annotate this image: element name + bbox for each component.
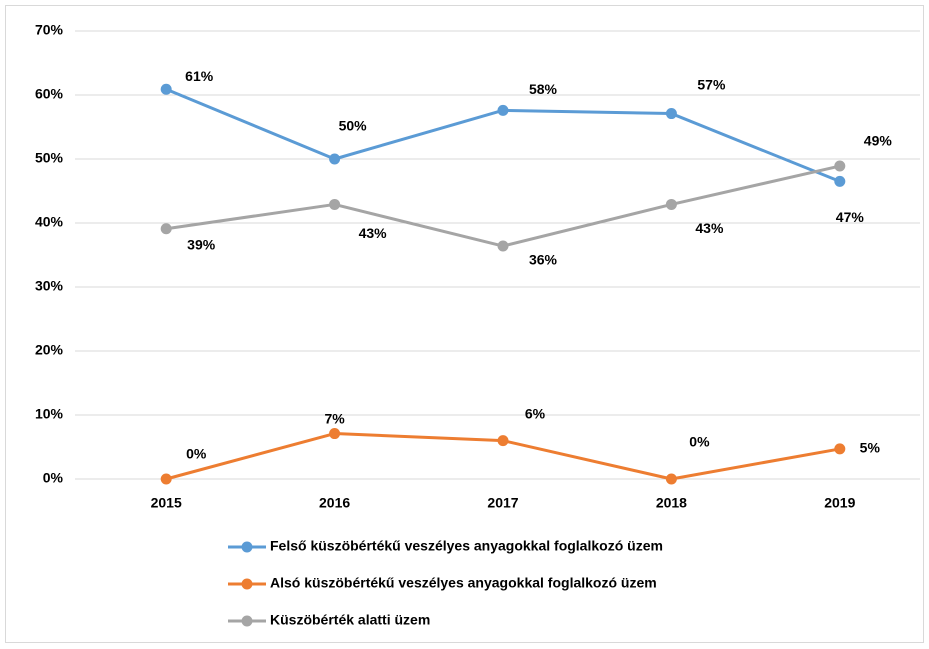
point [329, 198, 341, 210]
y-tick-label: 20% [35, 342, 64, 358]
point [329, 428, 341, 440]
point [497, 104, 509, 116]
point [497, 435, 509, 447]
point [160, 83, 172, 95]
point [665, 198, 677, 210]
point [160, 223, 172, 235]
y-tick-label: 60% [35, 86, 64, 102]
legend-label: Felső küszöbértékű veszélyes anyagokkal … [270, 538, 663, 554]
legend-marker [241, 578, 253, 590]
legend-label: Alsó küszöbértékű veszélyes anyagokkal f… [270, 575, 657, 591]
point [834, 443, 846, 455]
data-label: 57% [697, 76, 726, 92]
point [834, 175, 846, 187]
data-label: 61% [185, 68, 214, 84]
y-tick-label: 10% [35, 406, 64, 422]
data-label: 5% [860, 440, 881, 456]
point [665, 108, 677, 120]
y-tick-label: 70% [35, 22, 64, 38]
data-label: 58% [529, 81, 558, 97]
x-tick-label: 2019 [824, 495, 855, 511]
data-label: 6% [525, 405, 546, 421]
y-tick-label: 0% [43, 470, 64, 486]
legend-label: Küszöbérték alatti üzem [270, 612, 430, 628]
data-label: 7% [324, 410, 345, 426]
y-tick-label: 40% [35, 214, 64, 230]
point [665, 473, 677, 485]
x-tick-label: 2015 [151, 495, 182, 511]
y-tick-label: 30% [35, 278, 64, 294]
legend-marker [241, 615, 253, 627]
data-label: 0% [689, 434, 710, 450]
point [160, 473, 172, 485]
legend-marker [241, 541, 253, 553]
point [329, 153, 341, 165]
x-tick-label: 2017 [487, 495, 518, 511]
data-label: 36% [529, 252, 558, 268]
data-label: 0% [186, 446, 207, 462]
x-tick-label: 2016 [319, 495, 350, 511]
point [834, 160, 846, 172]
data-label: 43% [695, 220, 724, 236]
y-tick-label: 50% [35, 150, 64, 166]
data-label: 50% [339, 118, 368, 134]
data-label: 49% [864, 133, 893, 149]
chart-frame [5, 5, 924, 643]
data-label: 43% [359, 225, 388, 241]
x-tick-label: 2018 [656, 495, 687, 511]
data-label: 39% [187, 236, 216, 252]
point [497, 240, 509, 252]
data-label: 47% [836, 209, 865, 225]
